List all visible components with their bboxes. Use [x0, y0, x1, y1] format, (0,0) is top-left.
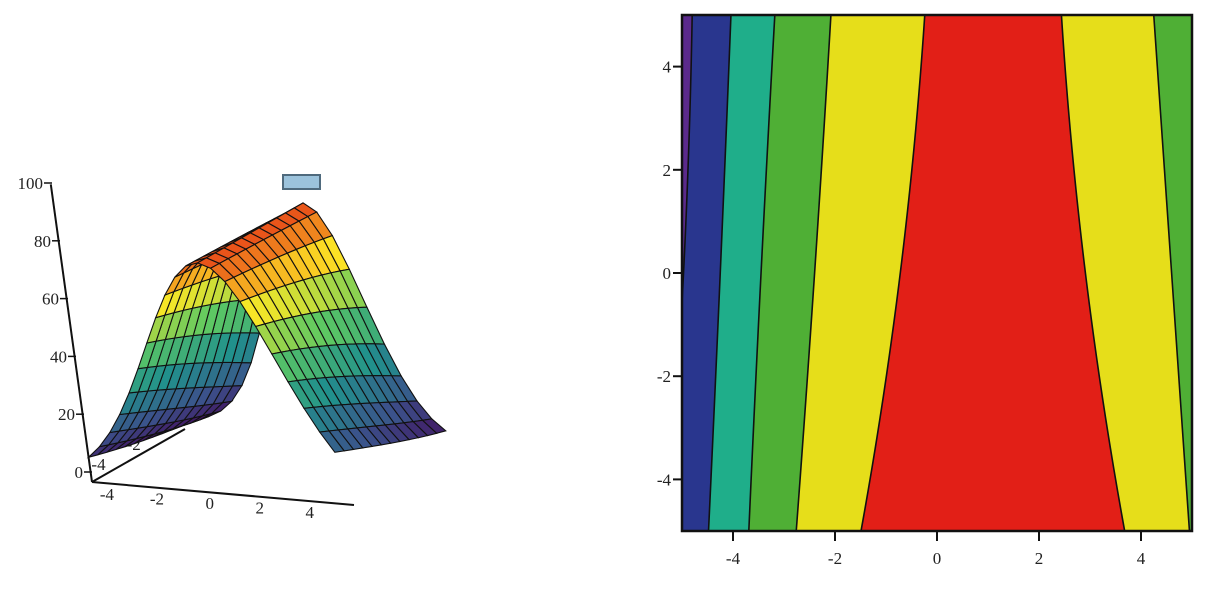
plot-toolbar-button[interactable]	[282, 174, 321, 190]
x-tick-label: -4	[726, 549, 741, 568]
contour-line	[795, 15, 832, 531]
x-tick-label: 2	[1035, 549, 1044, 568]
z-tick-label: 60	[42, 290, 59, 309]
z-tick-label: 20	[58, 405, 75, 424]
contour-line	[682, 15, 694, 318]
contour-regions	[682, 15, 1192, 531]
y-tick-label: 0	[663, 264, 672, 283]
z-axis	[49, 184, 93, 483]
plot-frame	[680, 13, 1194, 533]
x-axis	[91, 481, 355, 506]
x-tick-label: -4	[100, 485, 115, 504]
contour-line	[1060, 15, 1126, 531]
z-tick-label: 80	[34, 232, 51, 251]
y-tick-label: 4	[663, 58, 672, 77]
contour-line	[860, 15, 926, 531]
x-tick-label: 2	[256, 498, 265, 517]
y-tick-label: -2	[657, 367, 671, 386]
x-tick-label: 4	[1137, 549, 1146, 568]
contour-region	[748, 15, 831, 531]
contour-region	[861, 15, 1125, 531]
x-tick-label: -2	[150, 490, 164, 509]
contour-region	[1061, 15, 1190, 531]
z-tick-label: 0	[75, 463, 84, 482]
contour-line	[748, 15, 776, 531]
x-tick-label: 0	[933, 549, 942, 568]
contour-region	[1153, 15, 1192, 531]
z-tick-label: 100	[18, 174, 44, 193]
contour-region	[682, 15, 693, 303]
surface-cell	[318, 430, 346, 453]
y-axis	[91, 428, 186, 483]
contour-line	[707, 15, 732, 531]
contour-region	[682, 15, 731, 531]
contour-region	[796, 15, 925, 531]
x-tick-label: -2	[828, 549, 842, 568]
x-tick-label: 4	[306, 503, 315, 522]
contour-region	[708, 15, 775, 531]
x-tick-label: 0	[206, 494, 215, 513]
contour-line	[1152, 15, 1191, 531]
y-tick-label: 2	[663, 161, 672, 180]
y-tick-label: -4	[657, 470, 672, 489]
y-tick-label: -4	[91, 455, 106, 474]
z-tick-label: 40	[50, 347, 67, 366]
